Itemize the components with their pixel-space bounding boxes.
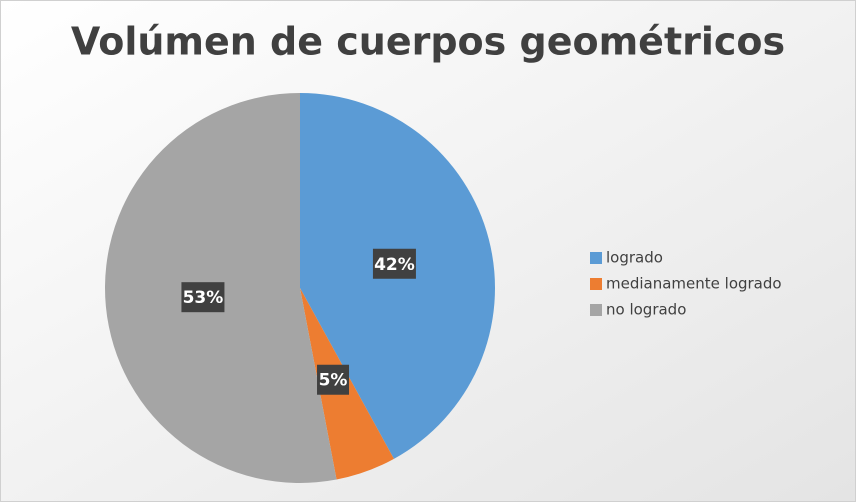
- data-label: 5%: [319, 371, 348, 391]
- legend-label: logrado: [606, 249, 663, 267]
- legend-label: medianamente logrado: [606, 275, 782, 293]
- data-label: 42%: [374, 255, 415, 275]
- data-label: 53%: [183, 288, 224, 308]
- legend-swatch: [590, 252, 602, 264]
- legend-swatch: [590, 278, 602, 290]
- legend-label: no logrado: [606, 301, 686, 319]
- data-label-box: [317, 364, 350, 395]
- legend-swatch: [590, 304, 602, 316]
- chart-title: Volúmen de cuerpos geométricos: [71, 20, 785, 64]
- data-label-box: [181, 282, 225, 313]
- data-label-box: [372, 248, 416, 279]
